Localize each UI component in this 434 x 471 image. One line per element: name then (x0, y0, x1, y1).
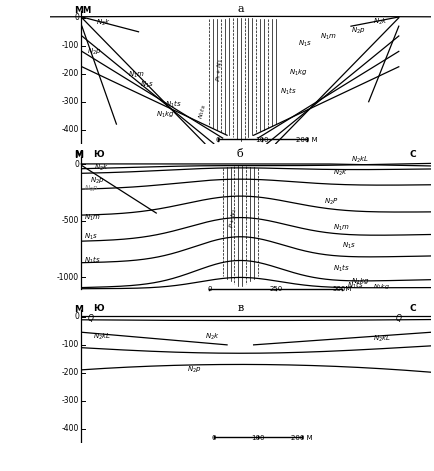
Text: б: б (237, 149, 243, 159)
Text: 100: 100 (255, 137, 269, 143)
Text: 250: 250 (269, 286, 282, 292)
Text: $P+N_1$: $P+N_1$ (227, 208, 239, 229)
Text: Q: Q (87, 314, 93, 323)
Text: $N_1s$: $N_1s$ (297, 39, 311, 49)
Text: 200 М: 200 М (295, 137, 317, 143)
Text: $N_2k$: $N_2k$ (94, 163, 109, 173)
Text: $N_1ts$: $N_1ts$ (165, 99, 181, 111)
Text: $N_2p$: $N_2p$ (87, 47, 102, 57)
Text: $N_1s$: $N_1s$ (140, 79, 154, 89)
Text: $N_1ts$: $N_1ts$ (83, 255, 100, 266)
Text: $N_2kL$: $N_2kL$ (372, 333, 390, 344)
Text: М: М (74, 151, 82, 160)
Text: $N_1m$: $N_1m$ (128, 70, 145, 80)
Text: $N_1kg$: $N_1kg$ (372, 282, 389, 291)
Text: -400: -400 (62, 424, 79, 433)
Text: 0: 0 (215, 137, 220, 143)
Text: $N_1m$: $N_1m$ (83, 213, 100, 223)
Text: $N_1m$: $N_1m$ (319, 32, 336, 42)
Text: Ю: Ю (93, 304, 104, 313)
Text: 0: 0 (74, 160, 79, 169)
Text: $N_1ts$: $N_1ts$ (279, 85, 296, 97)
Text: $N_2p$: $N_2p$ (90, 176, 104, 186)
Text: Ю: Ю (93, 150, 104, 160)
Text: М: М (74, 305, 82, 314)
Text: $N_1m$: $N_1m$ (332, 223, 349, 233)
Text: 0: 0 (74, 312, 79, 321)
Text: $N_2p$: $N_2p$ (350, 26, 365, 36)
Text: $N_2kL$: $N_2kL$ (92, 332, 110, 342)
Text: 100: 100 (251, 435, 264, 441)
Text: а: а (237, 4, 243, 14)
Text: М: М (74, 150, 82, 160)
Text: $N_1s$: $N_1s$ (342, 241, 355, 251)
Text: $N_1kg$: $N_1kg$ (156, 110, 174, 120)
Text: М: М (82, 6, 90, 15)
Text: $P_3+N_1$: $P_3+N_1$ (213, 58, 224, 82)
Text: С: С (409, 304, 415, 313)
Text: $N_2kL$: $N_2kL$ (350, 155, 368, 165)
Text: $N_1s$: $N_1s$ (83, 232, 98, 242)
Text: 0: 0 (207, 286, 211, 292)
Text: в: в (237, 303, 243, 313)
Text: $N_1ts$: $N_1ts$ (332, 263, 349, 274)
Text: $N_2k$: $N_2k$ (204, 332, 219, 342)
Text: 500М: 500М (332, 286, 351, 292)
Text: 0: 0 (211, 435, 216, 441)
Text: $N_2k$: $N_2k$ (96, 18, 111, 28)
Text: Q: Q (395, 314, 400, 323)
Text: $N_2P$: $N_2P$ (324, 197, 339, 207)
Text: -300: -300 (62, 97, 79, 106)
Text: $N_2p$: $N_2p$ (187, 365, 201, 374)
Text: -100: -100 (62, 41, 79, 50)
Text: -100: -100 (62, 341, 79, 349)
Text: $N_1kg$: $N_1kg$ (288, 68, 307, 78)
Text: 200 М: 200 М (291, 435, 312, 441)
Text: -400: -400 (62, 125, 79, 134)
Text: С: С (409, 150, 415, 160)
Text: -500: -500 (62, 217, 79, 226)
Text: $N_1kg$: $N_1kg$ (350, 277, 369, 287)
Text: 0: 0 (74, 13, 79, 22)
Text: $N_1ts$: $N_1ts$ (346, 280, 362, 292)
Text: -200: -200 (62, 368, 79, 377)
Text: $N_2p$: $N_2p$ (83, 183, 98, 194)
Text: $N_2k$: $N_2k$ (372, 16, 387, 26)
Text: М: М (74, 6, 82, 15)
Text: -200: -200 (62, 69, 79, 78)
Text: -1000: -1000 (57, 273, 79, 282)
Text: $N_2k$: $N_2k$ (332, 168, 347, 178)
Text: -300: -300 (62, 396, 79, 405)
Text: $N_1ts$: $N_1ts$ (196, 103, 208, 120)
